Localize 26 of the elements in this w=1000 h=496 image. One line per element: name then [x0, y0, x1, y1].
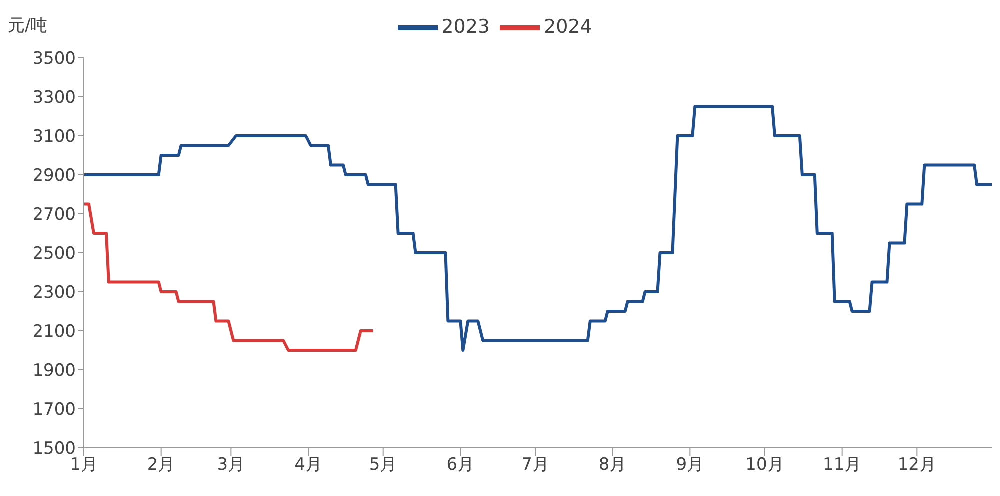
legend-label: 2024: [544, 16, 592, 38]
y-tick-label: 3100: [32, 127, 76, 148]
x-tick-label: 7月: [522, 455, 550, 476]
x-tick-label: 8月: [598, 455, 627, 476]
y-tick-label: 1700: [32, 400, 76, 420]
x-tick-label: 9月: [676, 455, 704, 476]
y-tick-label: 2900: [32, 166, 76, 186]
y-tick-label: 2700: [32, 205, 76, 226]
y-tick-label: 2100: [32, 322, 76, 342]
y-axis-title: 元/吨: [8, 15, 48, 37]
x-tick-label: 1月: [70, 455, 98, 476]
x-tick-label: 11月: [823, 455, 862, 476]
line-series: [84, 202, 375, 352]
x-tick-label: 3月: [217, 455, 246, 476]
y-tick-label: 2500: [32, 244, 76, 264]
y-tick-label: 3500: [32, 49, 76, 70]
y-tick-label: 1900: [32, 361, 76, 382]
y-tick-label: 2300: [32, 283, 76, 304]
x-tick-label: 4月: [294, 455, 322, 476]
x-tick-label: 2月: [147, 455, 176, 476]
x-tick-label: 10月: [746, 455, 784, 476]
x-tick-label: 5月: [369, 455, 398, 476]
y-tick-label: 3300: [32, 88, 76, 108]
x-tick-label: 6月: [446, 455, 475, 476]
x-tick-label: 12月: [898, 455, 936, 476]
legend-label: 2023: [442, 16, 490, 38]
